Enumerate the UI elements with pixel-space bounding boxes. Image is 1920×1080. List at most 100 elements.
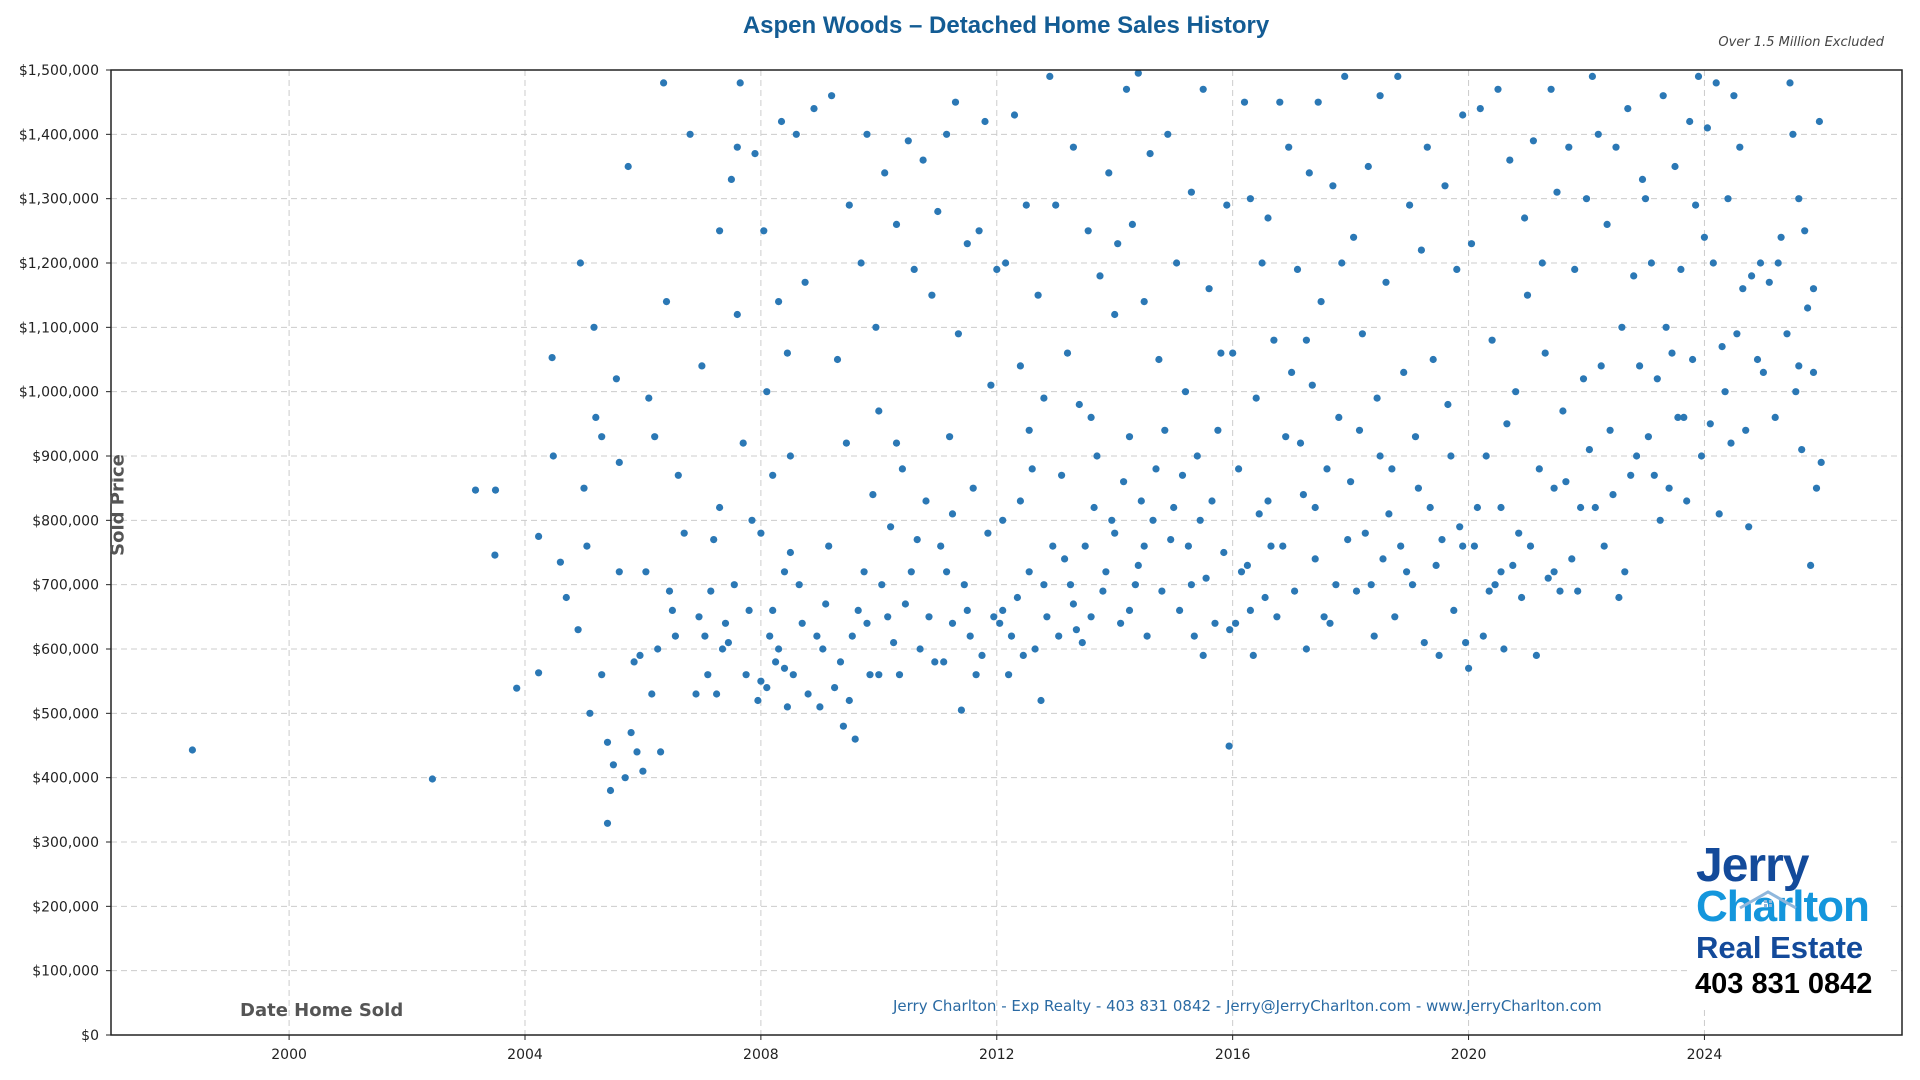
x-tick-label: 2012 bbox=[979, 1047, 1015, 1063]
data-point bbox=[1544, 574, 1552, 582]
data-point bbox=[742, 671, 750, 679]
data-point bbox=[1612, 143, 1620, 151]
data-point bbox=[1267, 542, 1275, 550]
data-point bbox=[1352, 587, 1361, 595]
data-point bbox=[804, 690, 812, 698]
data-point bbox=[1061, 555, 1069, 563]
data-point bbox=[887, 523, 895, 531]
data-point bbox=[966, 632, 974, 640]
data-point bbox=[1488, 336, 1496, 344]
data-point bbox=[1765, 278, 1773, 286]
brand-logo: Jerry Charlton Real Estate 403 831 0842 bbox=[1688, 838, 1888, 1010]
data-point bbox=[895, 671, 904, 679]
data-point bbox=[845, 201, 853, 209]
data-point bbox=[1279, 542, 1287, 550]
data-point bbox=[925, 613, 933, 621]
data-point bbox=[651, 433, 659, 441]
data-point bbox=[1114, 240, 1122, 248]
data-point bbox=[1093, 452, 1101, 460]
data-point bbox=[701, 632, 709, 640]
data-point bbox=[580, 484, 588, 492]
data-point bbox=[1715, 510, 1723, 518]
data-point bbox=[981, 117, 989, 126]
data-point bbox=[1187, 581, 1195, 589]
data-point bbox=[1031, 645, 1039, 653]
data-point bbox=[1187, 188, 1195, 196]
data-point bbox=[1240, 98, 1249, 106]
data-point bbox=[1155, 355, 1163, 364]
data-point bbox=[1102, 568, 1110, 576]
data-point bbox=[1258, 259, 1266, 267]
data-point bbox=[863, 130, 871, 138]
data-point bbox=[1285, 143, 1293, 151]
data-point bbox=[1111, 310, 1119, 319]
data-point bbox=[1066, 581, 1075, 589]
data-point bbox=[881, 169, 889, 177]
data-point bbox=[1370, 632, 1378, 640]
logo-line-3: Real Estate bbox=[1696, 930, 1864, 965]
data-point bbox=[1668, 349, 1676, 357]
data-point bbox=[1718, 343, 1726, 351]
data-point bbox=[984, 529, 992, 537]
data-point bbox=[890, 639, 898, 647]
data-point bbox=[1117, 619, 1125, 627]
data-point bbox=[1801, 227, 1809, 235]
data-point bbox=[1338, 259, 1346, 267]
data-point bbox=[1683, 497, 1691, 505]
y-tick-label: $1,000,000 bbox=[19, 385, 99, 401]
y-tick-label: $300,000 bbox=[32, 835, 99, 851]
data-point bbox=[777, 117, 786, 126]
data-point bbox=[957, 706, 966, 714]
data-point bbox=[1408, 581, 1417, 589]
data-point bbox=[1565, 143, 1573, 151]
data-point bbox=[574, 626, 582, 634]
data-point bbox=[1482, 452, 1490, 460]
data-point bbox=[1391, 613, 1399, 621]
data-point bbox=[1264, 214, 1272, 222]
y-tick-label: $500,000 bbox=[32, 706, 99, 722]
data-point bbox=[680, 529, 688, 537]
data-point bbox=[1577, 503, 1585, 512]
y-tick-label: $1,100,000 bbox=[19, 320, 99, 336]
data-point bbox=[963, 606, 971, 615]
data-point bbox=[1122, 85, 1131, 93]
data-point bbox=[1007, 632, 1016, 640]
gridlines bbox=[111, 70, 1902, 1035]
data-point bbox=[1521, 214, 1529, 222]
data-point bbox=[910, 265, 918, 273]
data-point bbox=[1270, 336, 1278, 344]
data-point bbox=[1759, 368, 1767, 376]
data-point bbox=[1223, 201, 1231, 209]
data-point bbox=[1128, 220, 1136, 228]
x-tick-label: 2020 bbox=[1451, 1047, 1487, 1063]
data-point bbox=[1208, 497, 1216, 505]
data-point bbox=[848, 632, 856, 640]
chart-title: Aspen Woods – Detached Home Sales Histor… bbox=[742, 12, 1270, 39]
data-point bbox=[615, 458, 623, 466]
data-point bbox=[1473, 503, 1481, 512]
data-point bbox=[1470, 542, 1478, 550]
y-tick-label: $900,000 bbox=[32, 449, 99, 465]
data-point bbox=[969, 484, 977, 492]
data-point bbox=[1665, 484, 1673, 492]
data-point bbox=[1164, 130, 1172, 138]
data-point bbox=[1795, 195, 1803, 203]
data-point bbox=[928, 291, 936, 299]
data-point bbox=[1217, 349, 1225, 357]
data-point bbox=[1002, 259, 1010, 267]
data-point bbox=[671, 632, 680, 640]
data-point bbox=[1579, 375, 1588, 383]
data-point bbox=[1789, 130, 1797, 138]
data-point bbox=[716, 227, 724, 235]
data-point bbox=[736, 79, 744, 87]
data-point bbox=[1494, 85, 1502, 93]
data-point bbox=[1700, 233, 1708, 241]
data-point bbox=[1282, 433, 1290, 441]
data-point bbox=[757, 677, 765, 685]
data-point bbox=[1161, 426, 1169, 434]
data-point bbox=[1167, 536, 1175, 544]
data-point bbox=[1420, 639, 1428, 647]
data-point bbox=[898, 465, 907, 473]
data-point bbox=[1456, 523, 1464, 531]
